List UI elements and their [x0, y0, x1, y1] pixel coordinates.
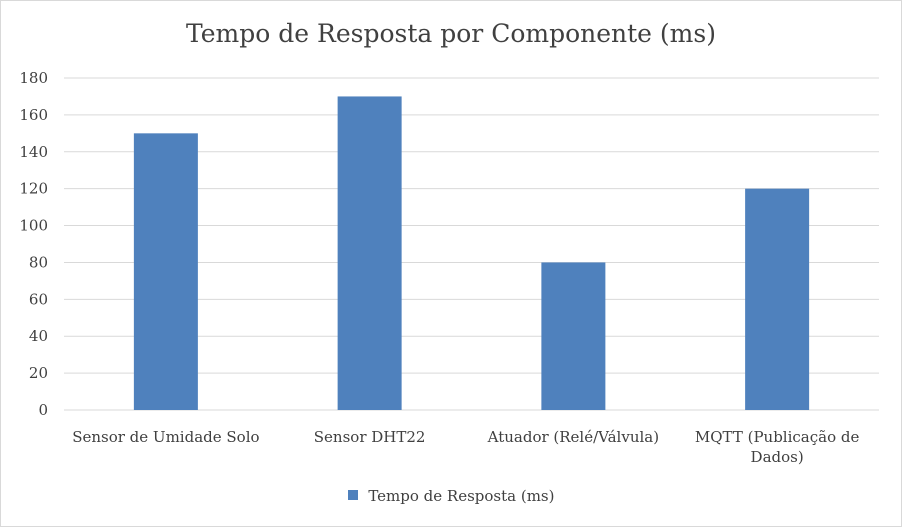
bar: [337, 96, 402, 410]
y-tick-label: 60: [29, 290, 48, 308]
bar: [541, 262, 606, 410]
x-tick-label: Sensor de Umidade Solo: [72, 428, 259, 446]
y-tick-label: 160: [19, 106, 48, 124]
bar: [133, 133, 198, 411]
y-tick-label: 100: [19, 217, 48, 235]
x-tick-label: MQTT (Publicação de Dados): [695, 428, 860, 466]
y-tick-label: 140: [19, 143, 48, 161]
chart-plot: 0 20 40 60 80 100 120 140 160 180 Sensor de Umidad…: [19, 69, 879, 466]
y-tick-label: 20: [29, 364, 48, 382]
y-tick-label: 120: [19, 180, 48, 198]
x-tick-label: Atuador (Relé/Válvula): [487, 428, 659, 446]
y-tick-label: 80: [29, 253, 48, 271]
legend-swatch: [347, 490, 358, 500]
y-tick-label: 180: [19, 69, 48, 87]
y-tick-label: 40: [29, 327, 48, 345]
x-tick-label: Sensor DHT22: [314, 428, 426, 446]
chart-legend: Tempo de Resposta (ms): [1, 487, 901, 505]
bar: [745, 188, 810, 410]
y-tick-label: 0: [38, 401, 48, 419]
chart-title: Tempo de Resposta por Componente (ms): [186, 19, 716, 48]
legend-label: Tempo de Resposta (ms): [368, 487, 555, 505]
